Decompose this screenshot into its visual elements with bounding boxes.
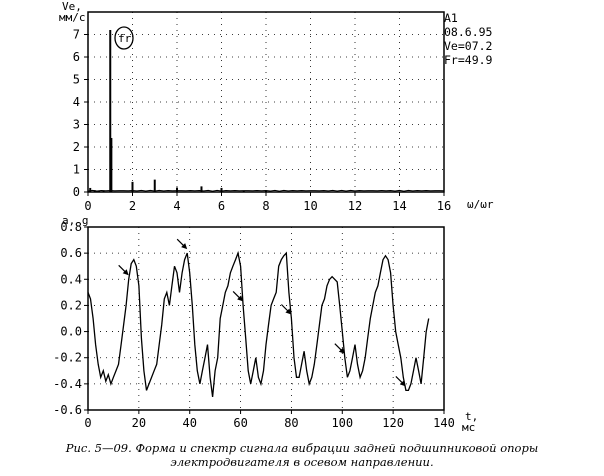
- spectrum-noise-floor: [87, 189, 445, 192]
- waveform-x-tick-label: 80: [284, 416, 298, 430]
- waveform-y-tick-label: -0.6: [53, 403, 82, 417]
- spectrum-grid: [88, 12, 444, 192]
- waveform-y-tick-label: -0.4: [53, 377, 82, 391]
- waveform-y-tick-label: 0.2: [60, 298, 82, 312]
- waveform-y-tick-label: 0.4: [60, 272, 82, 286]
- peak-arrow: [281, 304, 292, 315]
- fr-peak-marker: [114, 26, 134, 50]
- spectrum-x-tick-label: 10: [303, 199, 317, 213]
- spectrum-y-tick-label: 0: [73, 185, 80, 199]
- info-id: A1: [444, 11, 458, 25]
- spectrum-y-tick-label: 5: [73, 73, 80, 87]
- info-fr: Fr=49.9: [444, 53, 493, 67]
- waveform-x-tick-label: 140: [433, 416, 455, 430]
- waveform-y-tick-label: 0.0: [60, 325, 82, 339]
- peak-arrow: [176, 238, 188, 250]
- fr-peak-label: fr: [118, 32, 132, 45]
- peak-arrow: [395, 375, 406, 387]
- waveform-x-tick-label: 60: [233, 416, 247, 430]
- waveform-y-tick-label: 0.6: [60, 246, 82, 260]
- waveform-frame: [87, 226, 445, 411]
- waveform-series-line: [87, 250, 430, 397]
- peak-arrow: [232, 291, 244, 302]
- spectrum-x-tick-label: 14: [392, 199, 406, 213]
- waveform-panel: 0.8 0.6 0.4 0.2 0.0 -0.2 -0.4 -0.6 0 20 40 60 80 100…: [53, 214, 478, 434]
- spectrum-x-tick-label: 0: [84, 199, 91, 213]
- spectrum-x-tick-label: 6: [218, 199, 225, 213]
- spectrum-y-tick-label: 6: [73, 50, 80, 64]
- waveform-y-label: a, g: [62, 214, 89, 227]
- spectrum-x-tick-label: 2: [129, 199, 136, 213]
- waveform-y-tick-label: 0.8: [60, 220, 82, 234]
- waveform-x-ticks: 0 20 40 60 80 100 120 140: [84, 410, 455, 430]
- waveform-x-label-unit: мс: [462, 421, 475, 434]
- spectrum-x-label: ω/ωr: [467, 198, 494, 211]
- spectrum-y-tick-label: 4: [73, 95, 80, 109]
- waveform-x-tick-label: 100: [331, 416, 353, 430]
- spectrum-x-ticks: 0 2 4 6 8 10 12 14 16: [84, 192, 451, 213]
- spectrum-y-ticks: 0 1 2 3 4 5 6 7: [73, 28, 88, 199]
- spectrum-x-tick-label: 4: [173, 199, 180, 213]
- waveform-x-tick-label: 0: [84, 416, 91, 430]
- spectrum-y-tick-label: 3: [73, 118, 80, 132]
- spectrum-x-tick-label: 12: [348, 199, 362, 213]
- info-date: 08.6.95: [444, 25, 492, 39]
- figure-caption: Рис. 5—09. Форма и спектр сигнала вибрац…: [65, 441, 539, 469]
- peak-arrow: [118, 264, 129, 276]
- waveform-peak-arrows: [118, 238, 406, 387]
- waveform-x-tick-label: 40: [182, 416, 196, 430]
- waveform-x-label-symbol: t,: [465, 410, 478, 423]
- waveform-y-tick-label: -0.2: [53, 351, 82, 365]
- waveform-y-ticks: 0.8 0.6 0.4 0.2 0.0 -0.2 -0.4 -0.6: [53, 220, 88, 417]
- spectrum-y-label-unit: мм/с: [59, 11, 86, 24]
- waveform-x-tick-label: 120: [382, 416, 404, 430]
- spectrum-bars: [87, 30, 445, 192]
- spectrum-y-tick-label: 1: [73, 163, 80, 177]
- spectrum-x-tick-label: 8: [262, 199, 269, 213]
- spectrum-y-tick-label: 2: [73, 140, 80, 154]
- spectrum-y-tick-label: 7: [73, 28, 80, 42]
- spectrum-y-label-top: Ve,: [62, 0, 82, 13]
- peak-arrow: [334, 343, 345, 354]
- waveform-grid: [88, 227, 444, 410]
- spectrum-x-tick-label: 16: [437, 199, 451, 213]
- waveform-x-tick-label: 20: [132, 416, 146, 430]
- info-ve: Ve=07.2: [444, 39, 492, 53]
